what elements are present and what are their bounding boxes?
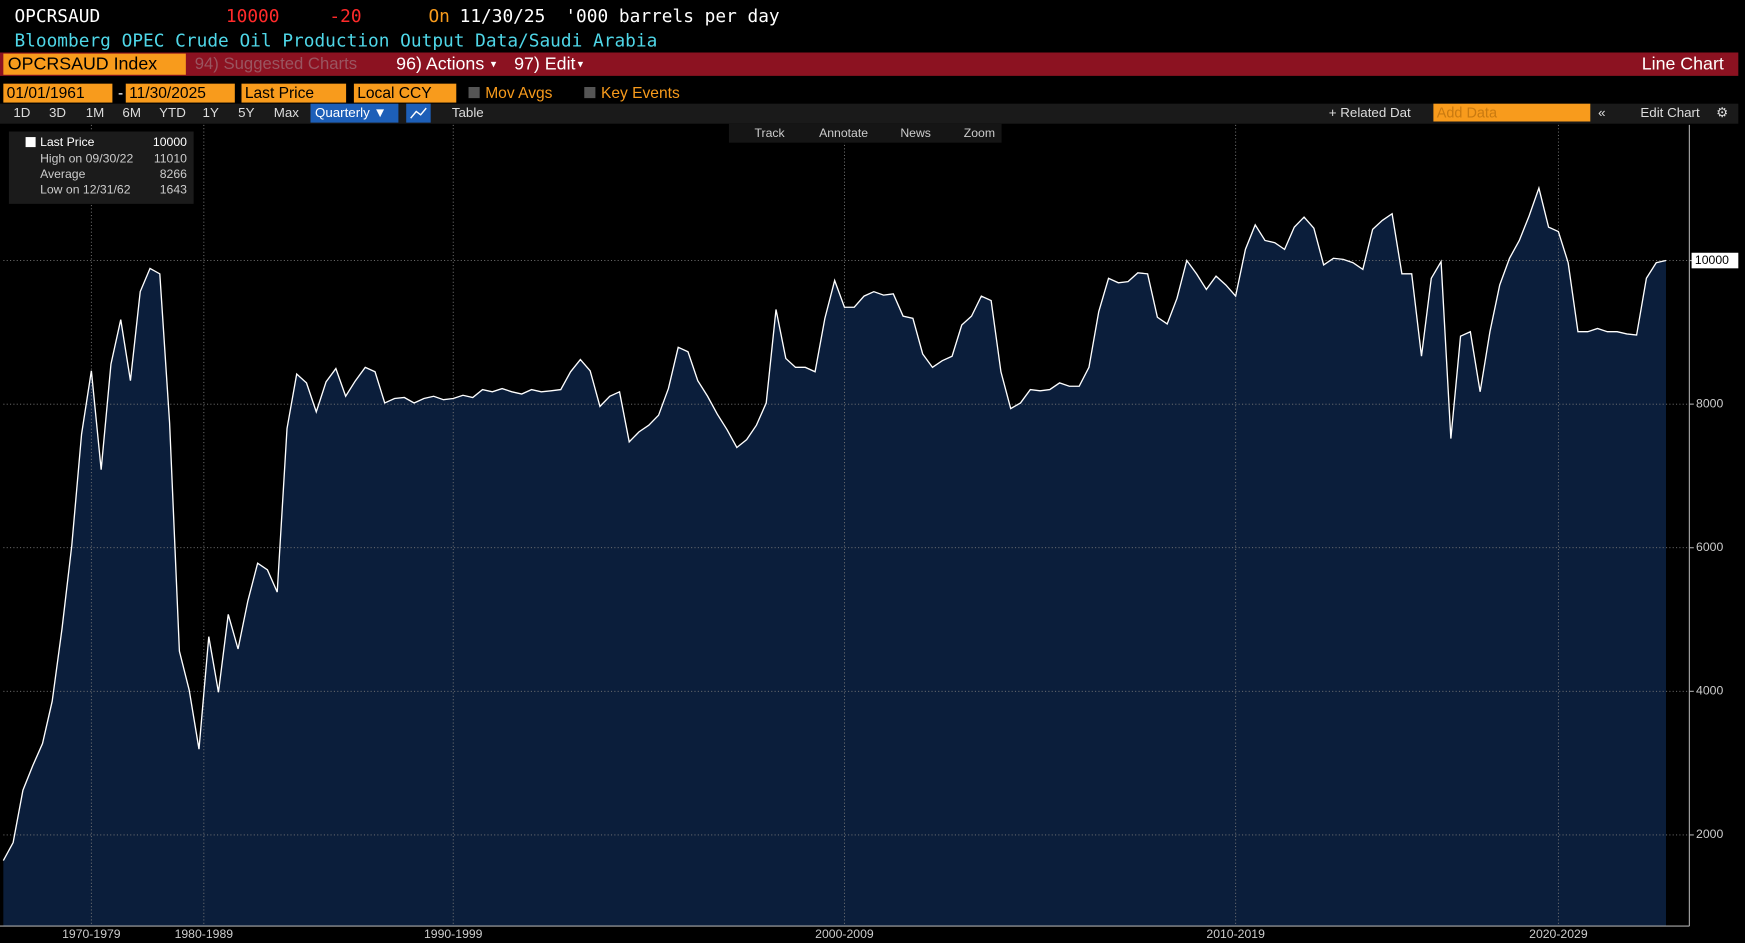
period-button[interactable]: 1D: [13, 105, 30, 120]
field-select[interactable]: [241, 83, 347, 103]
legend-swatch: [25, 137, 36, 148]
x-tick-label: 2000-2009: [815, 927, 874, 941]
y-tick-label: 2000: [1696, 827, 1723, 841]
start-date-field[interactable]: [3, 83, 113, 103]
legend-low: 1643: [160, 183, 187, 197]
legend-average-label: Average: [40, 167, 86, 181]
table-button[interactable]: Table: [452, 105, 484, 120]
menu-bar: [0, 52, 1739, 76]
suggested-charts: 94) Suggested Charts: [195, 54, 357, 73]
units: '000 barrels per day: [565, 6, 780, 27]
x-tick-label: 1980-1989: [175, 927, 234, 941]
dropdown-arrow: ▾: [491, 59, 497, 71]
date-separator: -: [118, 85, 123, 102]
last-price: 10000: [226, 6, 280, 27]
last-price-box: [1691, 252, 1739, 269]
chart-tools: Track Annotate News Zoom: [728, 123, 1002, 143]
dropdown-arrow: ▾: [578, 59, 584, 71]
currency-select[interactable]: [353, 83, 457, 103]
currency[interactable]: Local CCY: [357, 85, 432, 102]
on-label: On: [428, 6, 449, 27]
period-button[interactable]: 5Y: [238, 105, 254, 120]
add-data-field[interactable]: [1433, 103, 1591, 122]
x-tick-label: 1970-1979: [62, 927, 121, 941]
collapse-icon[interactable]: «: [1598, 105, 1605, 120]
add-data[interactable]: Add Data: [1437, 106, 1498, 122]
period-button[interactable]: 6M: [122, 105, 141, 120]
y-tick-label: 4000: [1696, 684, 1723, 698]
settings-icon[interactable]: ⚙: [1716, 105, 1728, 120]
x-tick-label: 1990-1999: [424, 927, 483, 941]
mov-avgs[interactable]: Mov Avgs: [485, 85, 552, 102]
legend-box: [8, 131, 194, 204]
change: -20: [329, 6, 361, 27]
tool-button[interactable]: Track: [755, 126, 786, 140]
area-fill: [3, 188, 1666, 927]
key-events[interactable]: Key Events: [601, 85, 680, 102]
end-date[interactable]: 11/30/2025: [129, 85, 206, 102]
period-button[interactable]: 1Y: [203, 105, 219, 120]
related-data[interactable]: + Related Dat: [1329, 105, 1411, 120]
date: 11/30/25: [460, 6, 546, 27]
legend-name: Last Price: [40, 135, 95, 149]
period-bar: [0, 103, 1739, 124]
legend-average: 8266: [160, 167, 187, 181]
x-tick-label: 2020-2029: [1529, 927, 1588, 941]
y-tick-label: 6000: [1696, 540, 1723, 554]
start-date[interactable]: 01/01/1961: [7, 85, 85, 102]
period-button[interactable]: Max: [274, 105, 300, 120]
tool-button[interactable]: News: [900, 126, 931, 140]
line-icon: [410, 107, 427, 119]
chart-type[interactable]: Line Chart: [1642, 53, 1724, 73]
legend-low-label: Low on 12/31/62: [40, 183, 131, 197]
price-line: [2, 185, 1667, 861]
period-button[interactable]: 1M: [86, 105, 105, 120]
period-buttons: 1D 3D 1M 6M YTD 1Y 5Y Max: [13, 105, 299, 120]
last-price-label: 10000: [1695, 253, 1729, 267]
actions-menu[interactable]: 96) Actions: [396, 53, 484, 73]
x-tick-label: 2010-2019: [1206, 927, 1265, 941]
checkbox[interactable]: [584, 86, 596, 99]
edit-chart[interactable]: Edit Chart: [1640, 105, 1700, 120]
security[interactable]: OPCRSAUD Index: [8, 53, 157, 73]
plot-area: 2000 4000 6000 8000 10000 1970-1979 1980-1989 1…: [0, 124, 1739, 941]
description: Bloomberg OPEC Crude Oil Production Outp…: [14, 30, 657, 51]
period-button[interactable]: YTD: [159, 105, 186, 120]
legend-high-label: High on 09/30/22: [40, 152, 133, 166]
frequency-field[interactable]: [310, 103, 399, 123]
y-tick-label: 8000: [1696, 396, 1723, 410]
field[interactable]: Last Price: [245, 85, 314, 102]
edit-menu[interactable]: 97) Edit: [514, 53, 575, 73]
ticker: OPCRSAUD: [14, 6, 100, 27]
tool-button[interactable]: Zoom: [964, 126, 995, 140]
period-button[interactable]: 3D: [49, 105, 66, 120]
end-date-field[interactable]: [125, 83, 235, 103]
tools-bar: [728, 123, 1002, 143]
frequency[interactable]: Quarterly ▼: [315, 105, 387, 120]
security-field[interactable]: [3, 53, 186, 75]
legend-high: 11010: [154, 152, 187, 166]
tool-button[interactable]: Annotate: [819, 126, 868, 140]
legend-last: 10000: [153, 135, 187, 149]
checkbox[interactable]: [468, 86, 480, 99]
